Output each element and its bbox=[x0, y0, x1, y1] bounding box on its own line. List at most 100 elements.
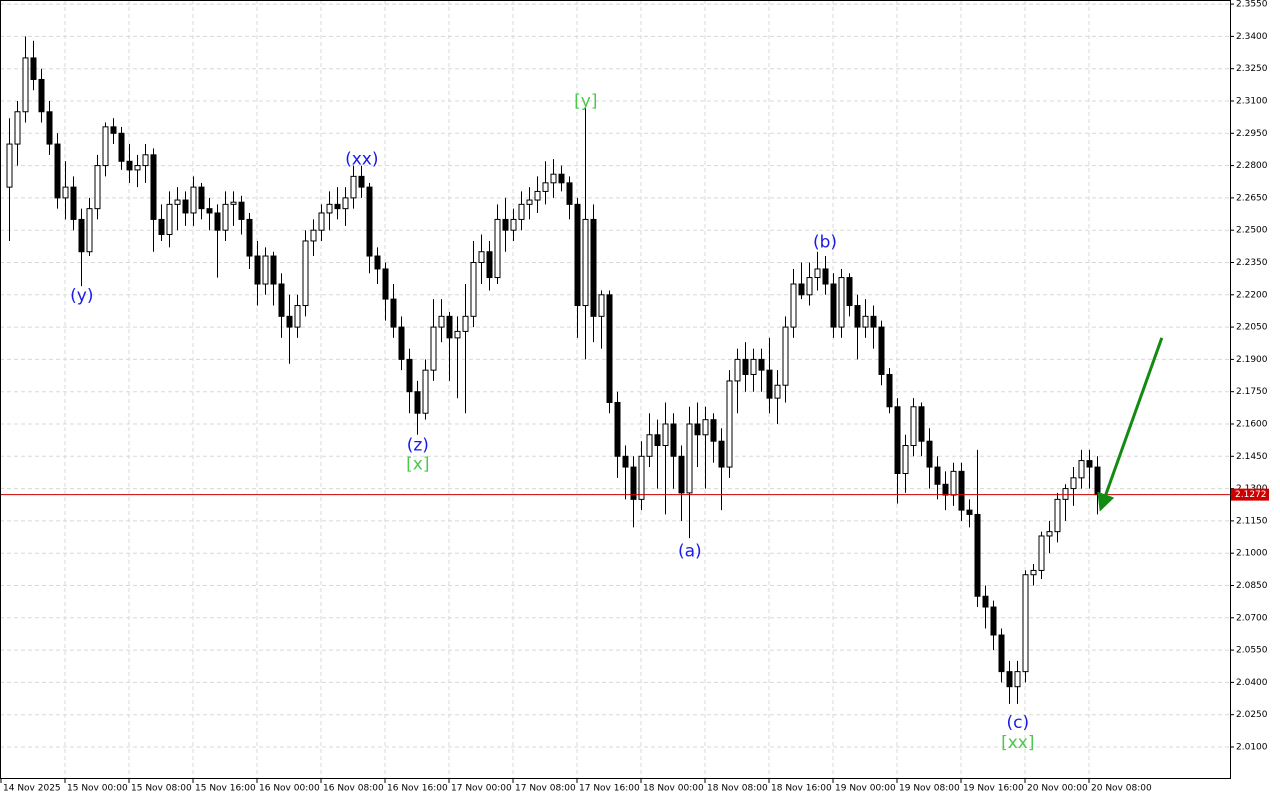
y-tick-label: 2.0700 bbox=[1236, 613, 1268, 623]
candle-body bbox=[286, 315, 293, 328]
candle-body bbox=[790, 283, 797, 328]
candle-body bbox=[726, 380, 733, 468]
candle-body bbox=[366, 186, 373, 257]
x-tick-label: 15 Nov 08:00 bbox=[131, 784, 192, 794]
candle-body bbox=[126, 160, 133, 171]
candle-body bbox=[390, 298, 397, 328]
candle-body bbox=[806, 277, 813, 296]
y-tick-label: 2.3550 bbox=[1236, 0, 1268, 10]
y-tick-label: 2.1000 bbox=[1236, 549, 1268, 559]
candle-body bbox=[158, 218, 165, 235]
y-tick-label: 2.2500 bbox=[1236, 226, 1268, 236]
y-tick-label: 2.0100 bbox=[1236, 742, 1268, 752]
candle-body bbox=[926, 440, 933, 468]
candle-body bbox=[902, 445, 909, 475]
y-tick-label: 2.1900 bbox=[1236, 355, 1268, 365]
candle-body bbox=[934, 466, 941, 485]
candle-body bbox=[894, 406, 901, 475]
candle-body bbox=[846, 277, 853, 307]
candle-body bbox=[878, 326, 885, 375]
candle-body bbox=[1030, 569, 1037, 576]
candle-body bbox=[814, 268, 821, 279]
x-tick-label: 16 Nov 00:00 bbox=[259, 784, 320, 794]
candle-body bbox=[206, 208, 213, 214]
x-tick-label: 16 Nov 08:00 bbox=[323, 784, 384, 794]
candle-body bbox=[326, 203, 333, 214]
candle-body bbox=[1078, 460, 1085, 479]
candle-body bbox=[62, 186, 69, 199]
x-tick-label: 20 Nov 00:00 bbox=[1027, 784, 1088, 794]
y-tick-label: 2.2950 bbox=[1236, 129, 1268, 139]
x-tick-label: 19 Nov 00:00 bbox=[835, 784, 896, 794]
price-label: 2.1272 bbox=[1235, 490, 1267, 500]
candle-body bbox=[318, 212, 325, 231]
candle-body bbox=[742, 358, 749, 375]
x-tick-label: 17 Nov 16:00 bbox=[579, 784, 640, 794]
candle-body bbox=[1006, 671, 1013, 688]
y-tick-label: 2.3400 bbox=[1236, 32, 1268, 42]
candle-body bbox=[302, 240, 309, 307]
candle-body bbox=[278, 283, 285, 317]
candle-body bbox=[46, 111, 53, 145]
candle-body bbox=[838, 277, 845, 328]
x-tick-label: 14 Nov 2025 bbox=[3, 784, 61, 794]
candle-body bbox=[518, 203, 525, 220]
candle-body bbox=[750, 358, 757, 375]
candle-body bbox=[374, 255, 381, 270]
candle-body bbox=[782, 326, 789, 386]
candle-body bbox=[438, 315, 445, 328]
x-tick-label: 15 Nov 16:00 bbox=[195, 784, 256, 794]
candle-body bbox=[958, 470, 965, 511]
candle-body bbox=[646, 434, 653, 457]
candle-body bbox=[238, 201, 245, 220]
candle-body bbox=[70, 186, 77, 220]
candle-body bbox=[566, 182, 573, 205]
candle-body bbox=[758, 358, 765, 371]
wave-label: (z) bbox=[407, 435, 429, 455]
candle-body bbox=[630, 466, 637, 500]
y-tick-label: 2.0250 bbox=[1236, 710, 1268, 720]
y-tick-label: 2.1450 bbox=[1236, 452, 1268, 462]
x-tick-label: 19 Nov 08:00 bbox=[899, 784, 960, 794]
y-tick-label: 2.3100 bbox=[1236, 96, 1268, 106]
plot-frame bbox=[0, 0, 1231, 779]
candle-body bbox=[454, 330, 461, 339]
candle-body bbox=[510, 218, 517, 231]
candle-body bbox=[870, 315, 877, 328]
candle-body bbox=[166, 203, 173, 235]
candle-body bbox=[94, 165, 101, 210]
y-tick-label: 2.3250 bbox=[1236, 64, 1268, 74]
candle-body bbox=[22, 57, 29, 113]
candle-body bbox=[214, 212, 221, 231]
candle-body bbox=[38, 78, 45, 113]
candle-body bbox=[590, 218, 597, 317]
candle-body bbox=[974, 513, 981, 597]
x-tick-label: 16 Nov 16:00 bbox=[387, 784, 448, 794]
candle-body bbox=[766, 369, 773, 399]
candle-body bbox=[966, 509, 973, 515]
candle-body bbox=[222, 203, 229, 231]
candle-body bbox=[1014, 671, 1021, 688]
candle-body bbox=[470, 261, 477, 317]
candle-body bbox=[150, 154, 157, 220]
candle-body bbox=[702, 419, 709, 436]
x-tick-label: 18 Nov 16:00 bbox=[771, 784, 832, 794]
candle-body bbox=[1086, 460, 1093, 468]
wave-label: (a) bbox=[678, 541, 702, 561]
x-tick-label: 17 Nov 08:00 bbox=[515, 784, 576, 794]
candle-body bbox=[614, 401, 621, 457]
candle-body bbox=[54, 143, 61, 199]
candle-body bbox=[270, 255, 277, 285]
candle-body bbox=[950, 470, 957, 496]
candle-body bbox=[478, 251, 485, 263]
y-tick-label: 2.2800 bbox=[1236, 161, 1268, 171]
candle-body bbox=[246, 218, 253, 257]
candle-body bbox=[334, 203, 341, 210]
candle-body bbox=[718, 440, 725, 468]
candle-body bbox=[550, 173, 557, 184]
candle-body bbox=[862, 315, 869, 328]
candle-body bbox=[990, 606, 997, 636]
candle-body bbox=[174, 199, 181, 205]
